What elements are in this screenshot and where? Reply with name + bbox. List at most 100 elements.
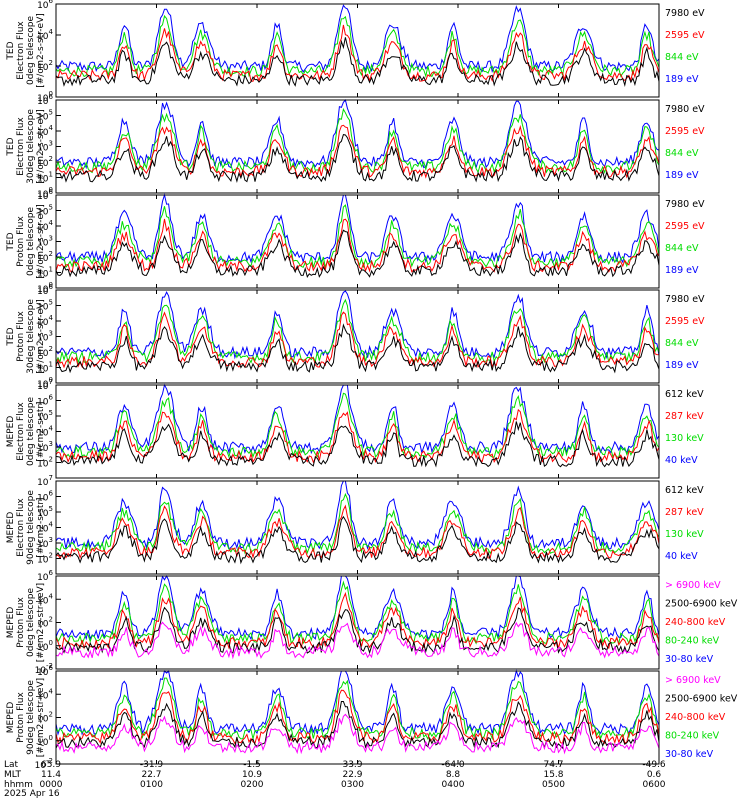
panel-6-ylabel-line: [#/cm2-s-str] <box>36 497 46 557</box>
panel-1-series-red <box>55 24 660 83</box>
panel-7-series-blue <box>55 574 660 641</box>
panel-8-ylabel-line: [#/cm2-s-str-keV] <box>36 678 46 757</box>
xaxis-hhmm-tick-label: 0200 <box>241 780 264 790</box>
panel-5-legend-green: 130 keV <box>665 433 704 444</box>
panel-6-legend-red: 287 keV <box>665 507 704 518</box>
panel-4-ylabel-line: Proton Flux <box>16 311 26 362</box>
panel-8-legend-blue: 30-80 keV <box>665 749 714 760</box>
panel-1-ytick-label: 106 <box>37 0 53 11</box>
xaxis-lat-tick-label: 65.9 <box>41 760 61 770</box>
panel-1-legend-black: 7980 eV <box>665 8 705 19</box>
panel-4-ylabel-line: 30deg telescope <box>26 299 36 374</box>
panel-8-legend-green: 80-240 keV <box>665 731 720 742</box>
panel-7-ylabel-line: Proton Flux <box>16 597 26 648</box>
xaxis-row-label-hhmm: hhmm <box>4 780 33 790</box>
panel-7-legend-blue: 30-80 keV <box>665 654 714 665</box>
panel-1-legend-red: 2595 eV <box>665 30 705 41</box>
panel-4-ylabel-line: TED <box>6 327 16 346</box>
panel-1-ylabel-line: Electron Flux <box>16 21 26 80</box>
xaxis-hhmm-tick-label: 0600 <box>643 780 666 790</box>
xaxis-date-label: 2025 Apr 16 <box>4 789 60 799</box>
panel-6-series-black <box>55 515 660 565</box>
panel-7-ytick-label: 106 <box>37 569 53 583</box>
panel-3-legend-blue: 189 eV <box>665 265 699 276</box>
panel-8-ylabel-line: Proton Flux <box>16 692 26 743</box>
xaxis-row-label-lat: Lat <box>4 760 19 770</box>
panel-5-ylabel-line: MEPED <box>6 416 16 448</box>
panel-4-ylabel-line: [#/cm2-s-str-eV] <box>36 299 46 374</box>
xaxis-lat-tick-label: -49.6 <box>642 760 666 770</box>
panel-8-series-green <box>55 677 660 741</box>
panel-1-series-blue <box>55 4 660 74</box>
panel-4-frame <box>55 289 660 384</box>
panel-1-ylabel-line: 0deg telescope <box>26 16 36 86</box>
panel-3-ylabel-line: TED <box>6 232 16 251</box>
panel-7-legend-magenta: > 6900 keV <box>665 580 721 591</box>
panel-6-legend-black: 612 keV <box>665 485 704 496</box>
xaxis-lat-tick-label: -1.5 <box>243 760 261 770</box>
panel-8-series-red <box>55 689 660 745</box>
panel-2-ylabel-line: 30deg telescope <box>26 109 36 184</box>
panel-5-ylabel-line: Electron Flux <box>16 402 26 461</box>
panel-3-legend-black: 7980 eV <box>665 199 705 210</box>
panel-6-legend-blue: 40 keV <box>665 551 698 562</box>
panel-2-legend-blue: 189 eV <box>665 170 699 181</box>
xaxis-lat-tick-label: 33.9 <box>342 760 362 770</box>
panel-4-legend-blue: 189 eV <box>665 360 699 371</box>
panel-2-legend-green: 844 eV <box>665 148 699 159</box>
panel-7-series-green <box>55 580 660 646</box>
panel-3-legend-red: 2595 eV <box>665 221 705 232</box>
xaxis-mlt-tick-label: 22.7 <box>141 770 161 780</box>
panel-2-legend-black: 7980 eV <box>665 104 705 115</box>
panel-7-ylabel-line: [#/cm2-s-str-keV] <box>36 583 46 662</box>
panel-3-series-red <box>55 218 660 273</box>
panel-2-ylabel-line: TED <box>6 137 16 156</box>
panel-4-series-blue <box>55 290 660 360</box>
panel-8-series-magenta <box>55 713 660 755</box>
panel-5-ylabel-line: [#/cm2-s-str] <box>36 401 46 461</box>
panel-6-series-green <box>55 492 660 555</box>
panel-2-series-black <box>55 134 660 184</box>
panel-3-ylabel-line: Proton Flux <box>16 216 26 267</box>
panel-7-ylabel-line: 0deg telescope <box>26 588 36 658</box>
xaxis-mlt-tick-label: 10.9 <box>242 770 262 780</box>
xaxis-row-label-mlt: MLT <box>4 770 22 780</box>
panel-1-ylabel-line: [#/cm2-s-str-eV] <box>36 13 46 88</box>
xaxis-lat-tick-label: -31.9 <box>140 760 164 770</box>
panel-6-ylabel-line: MEPED <box>6 512 16 544</box>
panel-8-legend-black: 2500-6900 keV <box>665 694 738 705</box>
panel-3-frame <box>55 194 660 289</box>
xaxis-mlt-tick-label: 11.4 <box>41 770 61 780</box>
xaxis-hhmm-tick-label: 0100 <box>140 780 163 790</box>
panel-4-legend-red: 2595 eV <box>665 316 705 327</box>
panel-8-series-black <box>55 701 660 750</box>
panel-2-ylabel-line: Electron Flux <box>16 117 26 176</box>
panel-7-legend-red: 240-800 keV <box>665 617 726 628</box>
panel-8-legend-red: 240-800 keV <box>665 712 726 723</box>
panel-6-frame <box>55 480 660 575</box>
xaxis-mlt-tick-label: 22.9 <box>342 770 362 780</box>
panel-6-ylabel-line: Electron Flux <box>16 498 26 557</box>
panel-6-series-blue <box>55 480 660 550</box>
xaxis-hhmm-tick-label: 0000 <box>40 780 63 790</box>
panel-5-series-red <box>55 408 660 464</box>
xaxis-mlt-tick-label: 0.6 <box>647 770 662 780</box>
panel-3-series-green <box>55 204 660 270</box>
panel-7-series-magenta <box>55 621 660 660</box>
panel-6-series-red <box>55 504 660 560</box>
panel-1-legend-blue: 189 eV <box>665 74 699 85</box>
panel-6-legend-green: 130 keV <box>665 529 704 540</box>
panel-1-legend-green: 844 eV <box>665 52 699 63</box>
panel-3-ylabel-line: 0deg telescope <box>26 207 36 277</box>
panel-7-series-black <box>55 606 660 655</box>
panel-2-legend-red: 2595 eV <box>665 126 705 137</box>
panel-6-ylabel-line: 90deg telescope <box>26 490 36 565</box>
panel-4-series-green <box>55 298 660 365</box>
panel-8-ylabel-line: 90deg telescope <box>26 680 36 755</box>
xaxis-hhmm-tick-label: 0300 <box>341 780 364 790</box>
panel-5-series-blue <box>55 383 660 455</box>
panel-4-series-black <box>55 323 660 374</box>
panel-8-ylabel-line: MEPED <box>6 702 16 734</box>
panel-8-series-blue <box>55 669 660 736</box>
